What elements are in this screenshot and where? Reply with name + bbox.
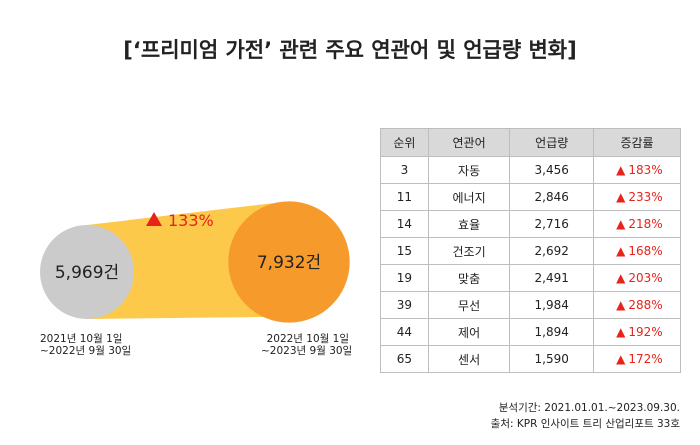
cell-word: 건조기 (427, 237, 511, 265)
cell-rank: 44 (380, 318, 429, 346)
cell-mentions: 2,846 (509, 183, 595, 211)
cell-rank: 39 (380, 291, 429, 319)
rate-value: 168% (628, 244, 663, 258)
source-note: 분석기간: 2021.01.01.~2023.09.30. 출처: KPR 인사… (491, 400, 680, 432)
current-period-label: 2022년 10월 1일 ~2023년 9월 30일 (261, 333, 353, 357)
increase-triangle-icon: ▲ (616, 190, 626, 204)
increase-triangle-icon: ▲ (616, 244, 626, 258)
cell-word: 센서 (427, 345, 511, 373)
rate-value: 183% (628, 163, 663, 177)
cell-rank: 65 (380, 345, 429, 373)
page-title: [‘프리미엄 가전’ 관련 주요 연관어 및 언급량 변화] (123, 38, 577, 62)
table-row: 19 맞춤 2,491 ▲ 203% (380, 264, 681, 292)
related-words-table: 순위 연관어 언급량 증감률 3 자동 3,456 ▲ 183% 11 에너지 2,846 ▲ 2… (380, 128, 681, 373)
header-mentions: 언급량 (509, 128, 595, 157)
previous-period-end: ~2022년 9월 30일 (40, 345, 132, 357)
header-rank: 순위 (380, 128, 429, 157)
cell-word: 효율 (427, 210, 511, 238)
cell-rate: ▲ 168% (593, 237, 681, 265)
cell-rate: ▲ 183% (593, 156, 681, 184)
cell-word: 자동 (427, 156, 511, 184)
cell-word: 무선 (427, 291, 511, 319)
cell-rate: ▲ 203% (593, 264, 681, 292)
cell-word: 맞춤 (427, 264, 511, 292)
increase-triangle-icon: ▲ (616, 163, 626, 177)
cell-mentions: 1,894 (509, 318, 595, 346)
rate-value: 203% (628, 271, 663, 285)
bubble-current-value-label: 7,932건 (257, 253, 321, 273)
cell-rank: 19 (380, 264, 429, 292)
cell-mentions: 1,984 (509, 291, 595, 319)
increase-triangle-icon: ▲ (616, 325, 626, 339)
cell-mentions: 2,716 (509, 210, 595, 238)
table-row: 65 센서 1,590 ▲ 172% (380, 345, 681, 373)
cell-rate: ▲ 172% (593, 345, 681, 373)
cell-mentions: 3,456 (509, 156, 595, 184)
cell-rank: 11 (380, 183, 429, 211)
cell-rate: ▲ 192% (593, 318, 681, 346)
rate-value: 192% (628, 325, 663, 339)
cell-word: 제어 (427, 318, 511, 346)
header-word: 연관어 (427, 128, 511, 157)
bubble-previous-value-label: 5,969건 (55, 263, 119, 283)
bubble-current-period (228, 201, 350, 323)
increase-arrow-icon (146, 212, 162, 226)
cell-rank: 15 (380, 237, 429, 265)
bubble-previous-period (40, 225, 134, 319)
increase-triangle-icon: ▲ (616, 352, 626, 366)
cell-rate: ▲ 218% (593, 210, 681, 238)
rate-value: 233% (628, 190, 663, 204)
change-rate-label: 133% (168, 211, 214, 230)
previous-period-start: 2021년 10월 1일 (40, 333, 123, 345)
table-row: 11 에너지 2,846 ▲ 233% (380, 183, 681, 211)
table-row: 14 효율 2,716 ▲ 218% (380, 210, 681, 238)
cell-mentions: 2,491 (509, 264, 595, 292)
cell-mentions: 1,590 (509, 345, 595, 373)
analysis-period: 분석기간: 2021.01.01.~2023.09.30. (498, 402, 680, 414)
current-period-end: ~2023년 9월 30일 (261, 345, 353, 357)
rate-value: 288% (628, 298, 663, 312)
table-row: 44 제어 1,894 ▲ 192% (380, 318, 681, 346)
cell-mentions: 2,692 (509, 237, 595, 265)
increase-triangle-icon: ▲ (616, 298, 626, 312)
previous-period-label: 2021년 10월 1일 ~2022년 9월 30일 (40, 333, 131, 357)
table-header-row: 순위 연관어 언급량 증감률 (380, 128, 681, 157)
cell-rate: ▲ 288% (593, 291, 681, 319)
source-citation: 출처: KPR 인사이트 트리 산업리포트 33호 (490, 418, 680, 430)
increase-triangle-icon: ▲ (616, 271, 626, 285)
current-period-start: 2022년 10월 1일 (266, 333, 349, 345)
header-rate: 증감률 (593, 128, 681, 157)
cell-word: 에너지 (427, 183, 511, 211)
cell-rate: ▲ 233% (593, 183, 681, 211)
rate-value: 172% (628, 352, 663, 366)
cell-rank: 14 (380, 210, 429, 238)
table-row: 39 무선 1,984 ▲ 288% (380, 291, 681, 319)
increase-triangle-icon: ▲ (616, 217, 626, 231)
cell-rank: 3 (380, 156, 429, 184)
mention-comparison-chart: 5,969건 7,932건 133% (40, 201, 350, 323)
table-row: 3 자동 3,456 ▲ 183% (380, 156, 681, 184)
rate-value: 218% (628, 217, 663, 231)
table-row: 15 건조기 2,692 ▲ 168% (380, 237, 681, 265)
